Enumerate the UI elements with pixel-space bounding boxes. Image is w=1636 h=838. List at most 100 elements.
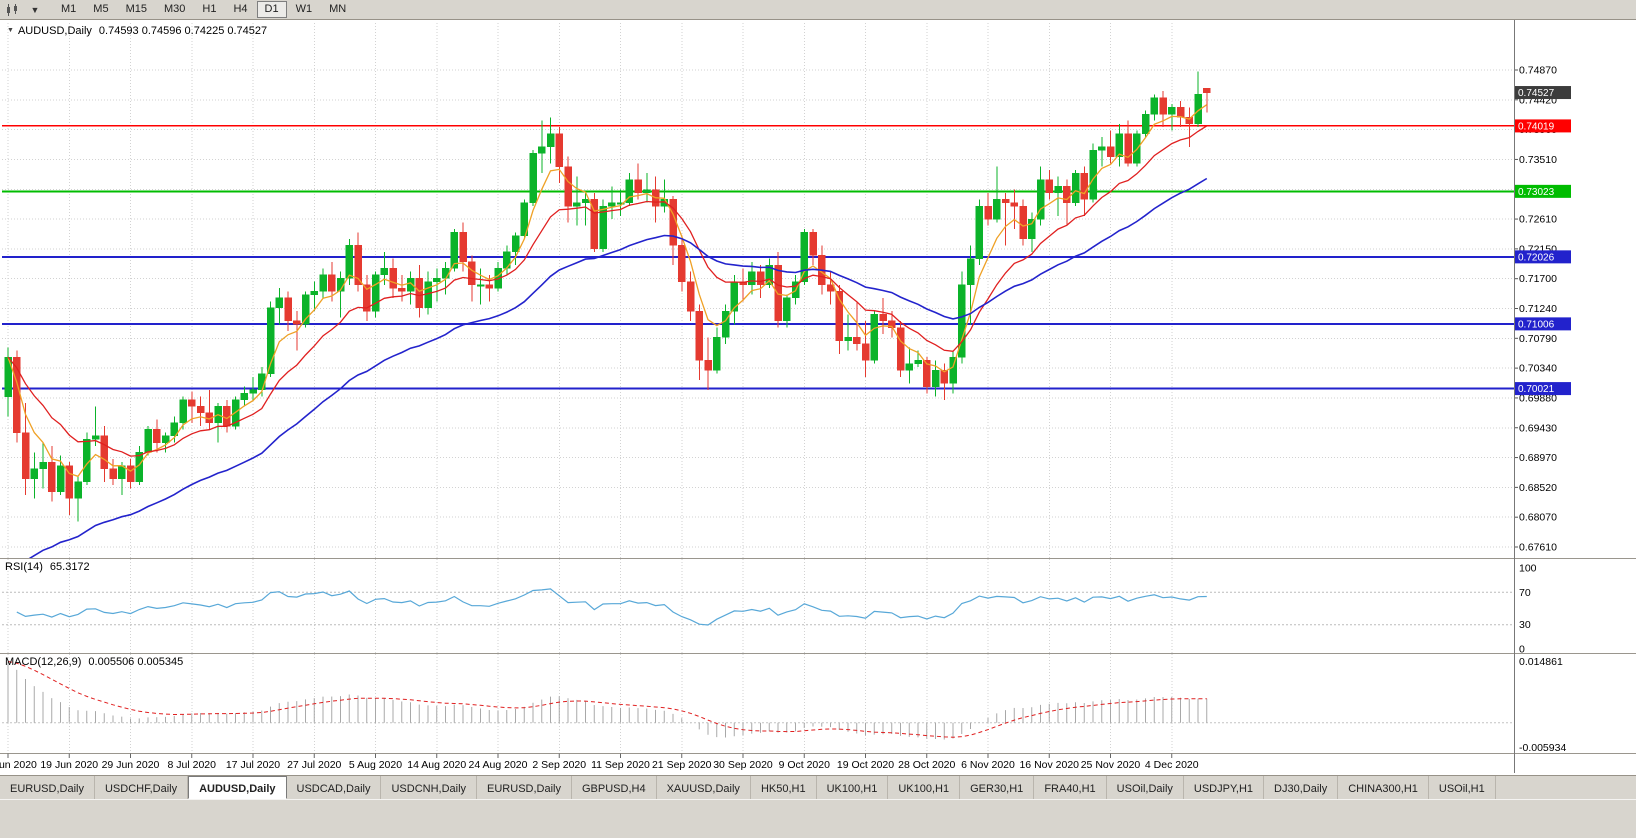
svg-text:9 Oct 2020: 9 Oct 2020 (779, 759, 831, 771)
svg-text:0.73510: 0.73510 (1519, 154, 1557, 166)
moving-averages-layer (7, 104, 1208, 558)
chart-tab-xauusd-daily[interactable]: XAUUSD,Daily (657, 776, 751, 799)
timeframe-button-w1[interactable]: W1 (295, 3, 313, 15)
svg-text:70: 70 (1519, 587, 1531, 599)
svg-text:0.70340: 0.70340 (1519, 363, 1557, 375)
chart-tab-usdjpy-h1[interactable]: USDJPY,H1 (1184, 776, 1265, 799)
hline-layer (2, 125, 1514, 390)
timeframe-button-d1[interactable]: D1 (256, 1, 287, 18)
svg-text:28 Oct 2020: 28 Oct 2020 (898, 759, 955, 771)
svg-text:5 Aug 2020: 5 Aug 2020 (349, 759, 402, 771)
svg-text:19 Oct 2020: 19 Oct 2020 (837, 759, 894, 771)
price-tag: 0.74019 (1515, 119, 1571, 133)
price-tag: 0.70021 (1515, 382, 1571, 396)
svg-text:0.71006: 0.71006 (1518, 319, 1555, 330)
timeframe-button-m1[interactable]: M1 (61, 3, 77, 15)
macd-signal-line (7, 661, 1207, 738)
svg-text:0.73023: 0.73023 (1518, 187, 1555, 198)
svg-text:19 Jun 2020: 19 Jun 2020 (40, 759, 98, 771)
price-tag: 0.74527 (1515, 86, 1571, 100)
svg-text:8 Jul 2020: 8 Jul 2020 (168, 759, 217, 771)
chevron-down-icon[interactable]: ▼ (30, 4, 40, 15)
chart-tab-usoil-daily[interactable]: USOil,Daily (1107, 776, 1184, 799)
svg-text:0: 0 (1519, 644, 1525, 656)
svg-text:0.67610: 0.67610 (1519, 542, 1557, 554)
price-scale: 0.748700.744200.739600.735100.730600.726… (0, 20, 1636, 773)
rsi-panel: 100 70 30 0 (2, 563, 1537, 656)
chart-tab-ger30-h1[interactable]: GER30,H1 (960, 776, 1035, 799)
chart-tab-uk100-h1[interactable]: UK100,H1 (888, 776, 961, 799)
price-tag: 0.73023 (1515, 184, 1571, 198)
chart-window: 100 70 30 0 0.014861 -0.005934 0.74870 0.74420 0… (0, 20, 1636, 775)
chart-tab-fra40-h1[interactable]: FRA40,H1 (1034, 776, 1107, 799)
svg-text:0.72026: 0.72026 (1518, 252, 1555, 263)
rsi-line (16, 588, 1207, 626)
svg-text:0.70021: 0.70021 (1518, 384, 1555, 395)
chart-tab-audusd-daily[interactable]: AUDUSD,Daily (188, 776, 287, 799)
svg-text:0.68520: 0.68520 (1519, 482, 1557, 494)
chart-tab-hk50-h1[interactable]: HK50,H1 (751, 776, 817, 799)
timeframe-button-m30[interactable]: M30 (163, 3, 186, 15)
chart-type-icon[interactable] (3, 2, 23, 18)
svg-text:27 Jul 2020: 27 Jul 2020 (287, 759, 341, 771)
timeframe-button-h1[interactable]: H1 (202, 3, 217, 15)
timeframe-button-m15[interactable]: M15 (125, 3, 147, 15)
price-tag: 0.72026 (1515, 250, 1571, 264)
svg-text:0.68070: 0.68070 (1519, 512, 1557, 524)
svg-text:24 Aug 2020: 24 Aug 2020 (469, 759, 528, 771)
macd-panel: 0.014861 -0.005934 (2, 656, 1566, 754)
timeframe-button-mn[interactable]: MN (329, 3, 347, 15)
svg-text:0.014861: 0.014861 (1519, 656, 1563, 668)
svg-text:29 Jun 2020: 29 Jun 2020 (102, 759, 160, 771)
macd-histogram (7, 661, 1208, 740)
chart-tab-uk100-h1[interactable]: UK100,H1 (817, 776, 889, 799)
svg-text:-0.005934: -0.005934 (1519, 742, 1566, 754)
svg-text:0.69880: 0.69880 (1519, 392, 1557, 404)
chart-tab-dj30-daily[interactable]: DJ30,Daily (1264, 776, 1339, 799)
timeframe-button-h4[interactable]: H4 (233, 3, 248, 15)
svg-text:17 Jul 2020: 17 Jul 2020 (226, 759, 280, 771)
svg-text:25 Nov 2020: 25 Nov 2020 (1081, 759, 1141, 771)
chart-tab-usdcad-daily[interactable]: USDCAD,Daily (287, 776, 382, 799)
svg-text:0.74527: 0.74527 (1518, 88, 1555, 99)
candlestick-glyph (7, 3, 17, 16)
price-tag: 0.71006 (1515, 317, 1571, 331)
svg-text:0.71240: 0.71240 (1519, 303, 1557, 315)
chart-tab-eurusd-daily[interactable]: EURUSD,Daily (0, 776, 95, 799)
chart-tab-eurusd-daily[interactable]: EURUSD,Daily (477, 776, 572, 799)
svg-text:21 Sep 2020: 21 Sep 2020 (652, 759, 712, 771)
svg-text:2 Sep 2020: 2 Sep 2020 (532, 759, 586, 771)
candles-layer (4, 71, 1211, 522)
chart-tab-usdchf-daily[interactable]: USDCHF,Daily (95, 776, 189, 799)
svg-text:0.74019: 0.74019 (1518, 121, 1555, 132)
svg-text:0.72610: 0.72610 (1519, 214, 1557, 226)
chart-tabs-bar: EURUSD,Daily USDCHF,Daily AUDUSD,Daily USDC… (0, 775, 1636, 799)
svg-text:0.68970: 0.68970 (1519, 452, 1557, 464)
svg-text:30 Sep 2020: 30 Sep 2020 (713, 759, 773, 771)
svg-text:16 Nov 2020: 16 Nov 2020 (1019, 759, 1079, 771)
svg-text:0.69430: 0.69430 (1519, 422, 1557, 434)
svg-text:0.70790: 0.70790 (1519, 333, 1557, 345)
ma-slow (28, 177, 1208, 558)
chart-tab-gbpusd-h4[interactable]: GBPUSD,H4 (572, 776, 657, 799)
timeframe-buttons: M1 M5 M15 M30 H1 H4 D1 W1 MN (53, 1, 354, 18)
svg-text:10 Jun 2020: 10 Jun 2020 (0, 759, 37, 771)
svg-text:30: 30 (1519, 619, 1531, 631)
chart-tab-usdcnh-daily[interactable]: USDCNH,Daily (381, 776, 478, 799)
price-chart[interactable]: 100703000.014861-0.0059340.748700.744200… (0, 20, 1636, 775)
chart-tab-usoil-h1[interactable]: USOil,H1 (1429, 776, 1496, 799)
svg-text:4 Dec 2020: 4 Dec 2020 (1145, 759, 1199, 771)
svg-text:6 Nov 2020: 6 Nov 2020 (961, 759, 1015, 771)
timeframe-button-m5[interactable]: M5 (93, 3, 109, 15)
svg-text:11 Sep 2020: 11 Sep 2020 (591, 759, 650, 771)
svg-text:0.71700: 0.71700 (1519, 273, 1557, 285)
svg-text:0.74870: 0.74870 (1519, 65, 1557, 77)
chart-tab-china300-h1[interactable]: CHINA300,H1 (1338, 776, 1429, 799)
svg-text:14 Aug 2020: 14 Aug 2020 (407, 759, 466, 771)
timeframe-toolbar: ▼ M1 M5 M15 M30 H1 H4 D1 W1 MN (0, 0, 1636, 20)
ma-mid (7, 125, 1208, 457)
svg-text:100: 100 (1519, 563, 1537, 575)
status-bar (0, 799, 1636, 838)
ma-fast (7, 104, 1208, 478)
